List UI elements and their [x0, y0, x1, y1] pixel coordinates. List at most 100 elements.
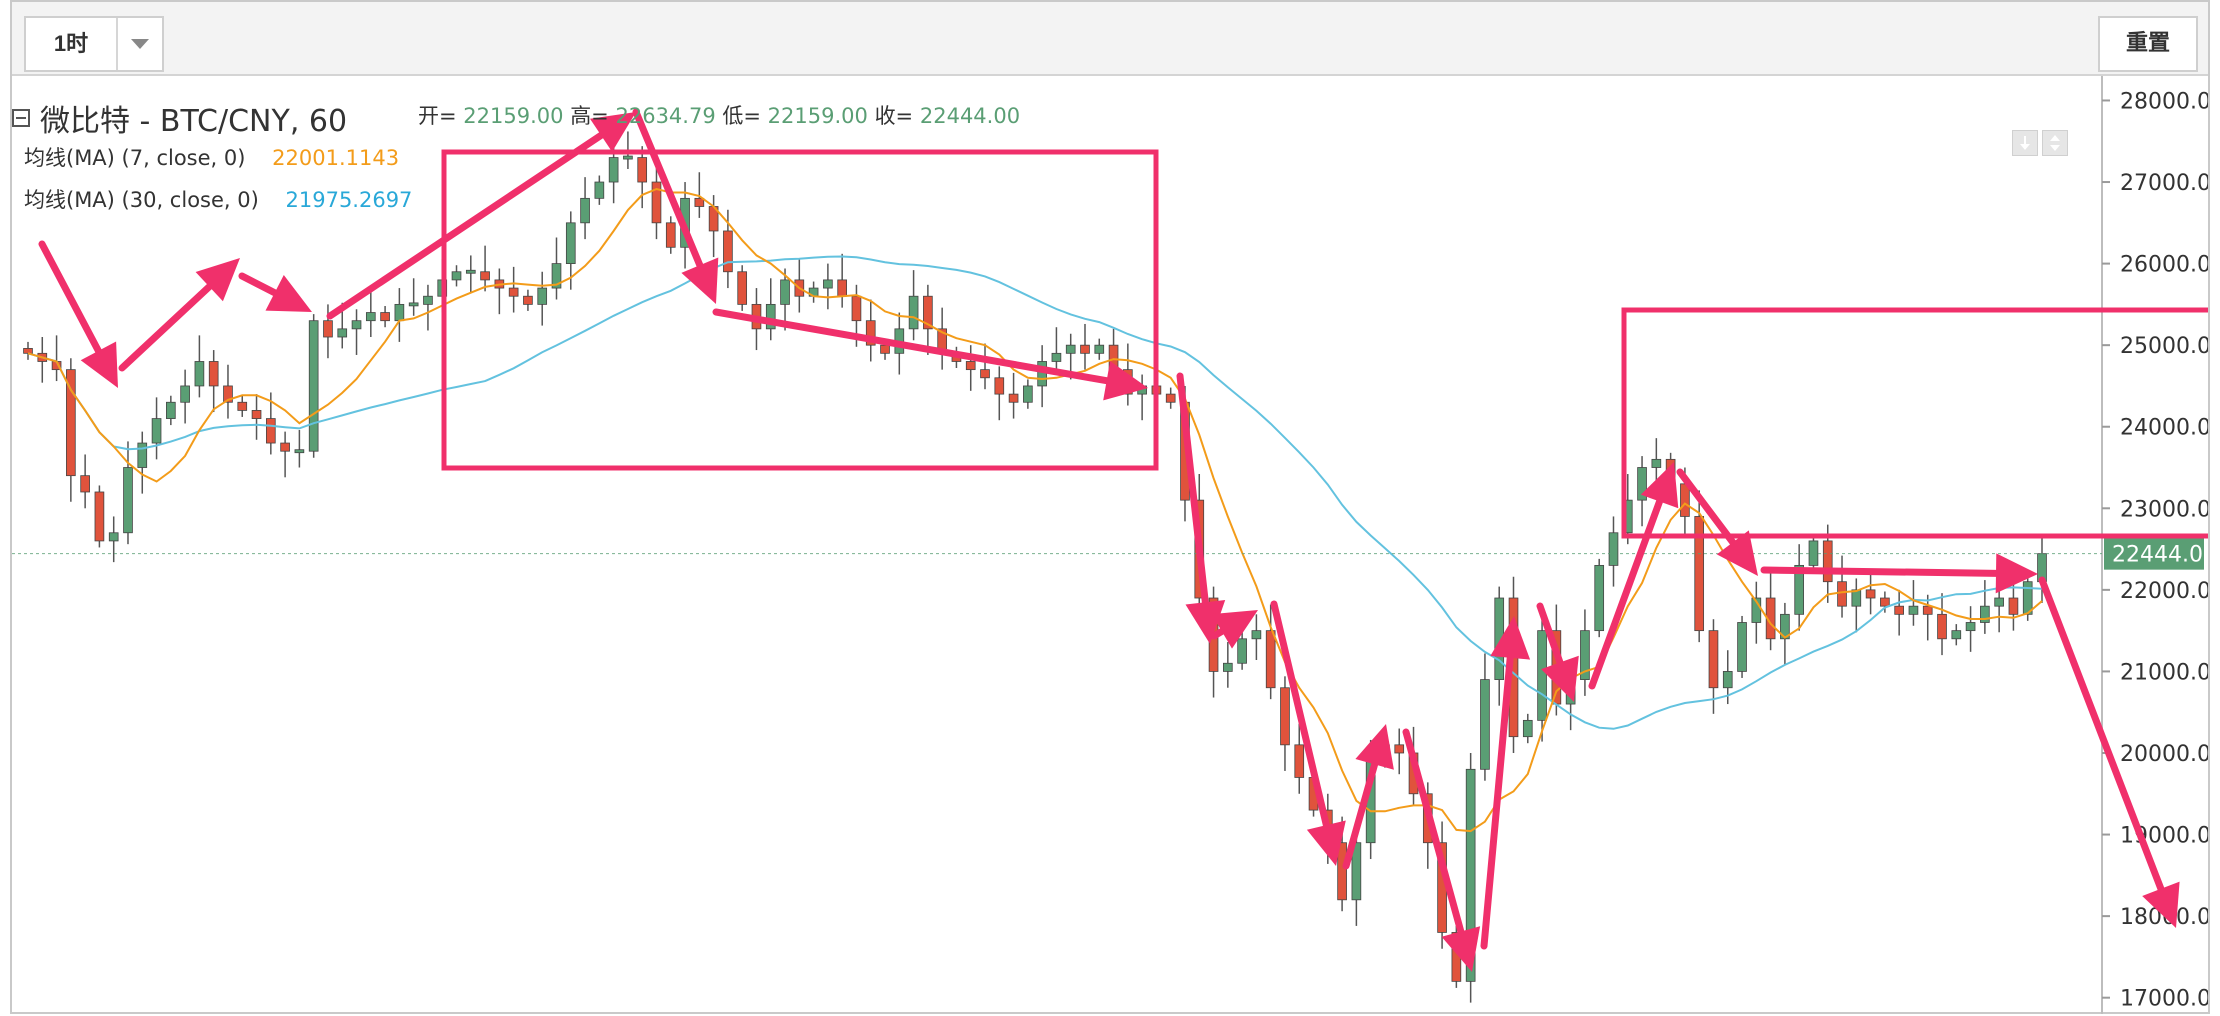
y-tick-label: 27000.00	[2120, 171, 2208, 196]
annotation-arrowhead	[1441, 926, 1481, 972]
candle-body	[294, 449, 305, 454]
y-tick-label: 23000.00	[2120, 497, 2208, 522]
annotation-arrow	[632, 108, 704, 269]
annotation-arrow	[2038, 576, 2165, 893]
annotation-arrowhead	[265, 275, 312, 312]
y-tick-label: 20000.00	[2120, 742, 2208, 767]
candle-body	[1251, 630, 1262, 640]
candle-body	[308, 320, 319, 452]
candle-body	[1637, 467, 1647, 501]
candle-body	[1351, 842, 1362, 901]
annotation-arrowhead	[1541, 655, 1579, 702]
annotation-arrow	[1342, 760, 1379, 870]
candle-body	[94, 491, 105, 542]
candle-body	[408, 302, 419, 307]
candle-body	[508, 287, 519, 297]
annotation-arrow	[1676, 468, 1737, 546]
ma7-value: 22001.1143	[272, 146, 400, 170]
annotation-arrow	[118, 283, 213, 372]
candle-body	[980, 369, 990, 379]
annotation-arrowhead	[1355, 724, 1394, 770]
candle-body	[1894, 605, 1904, 615]
chevron-down-icon[interactable]	[118, 18, 162, 70]
y-tick-label: 22000.00	[2120, 579, 2208, 604]
annotation-arrowhead	[80, 341, 118, 388]
candle-body	[1094, 344, 1105, 354]
candle-body	[1608, 532, 1619, 566]
candle-body	[1480, 679, 1490, 770]
candle-body	[851, 295, 862, 322]
candle-body	[1023, 385, 1033, 403]
candle-body	[123, 467, 133, 534]
y-tick-label: 21000.00	[2120, 660, 2208, 685]
candle-body	[180, 385, 190, 403]
candle-body	[1465, 768, 1476, 982]
interval-label[interactable]: 1时	[26, 18, 118, 70]
annotation-arrowhead	[681, 257, 719, 304]
legend-title: 微比特 - BTC/CNY, 60	[12, 96, 347, 140]
candlestick-chart[interactable]: 28000.00 27000.00 26000.00 25000.00 24000.00…	[12, 76, 2208, 1014]
candle-body	[1880, 597, 1890, 607]
annotations	[38, 108, 2208, 972]
candle-body	[608, 157, 619, 183]
open-label: 开=	[418, 104, 457, 128]
candle-body	[480, 271, 490, 281]
candle-body	[265, 418, 276, 444]
candle-body	[580, 197, 590, 224]
annotation-arrow	[1760, 566, 2000, 577]
candle-body	[166, 401, 176, 419]
interval-selector[interactable]: 1时	[24, 16, 164, 72]
candle-body	[880, 344, 890, 354]
y-tick-label: 17000.00	[2120, 987, 2208, 1012]
candle-body	[1394, 744, 1405, 754]
candle-body	[1937, 613, 1947, 640]
candle-body	[194, 361, 205, 387]
close-label: 收=	[874, 104, 914, 128]
candle-body	[1737, 622, 1747, 672]
candle-body	[137, 442, 148, 468]
candle-body	[765, 303, 776, 330]
annotation-box	[441, 149, 1159, 471]
ohlc-readout: 开= 22159.00 高= 22634.79 低= 22159.00 收= 2…	[418, 100, 1020, 130]
annotation-arrow	[712, 308, 1111, 385]
ma7-label: 均线(MA) (7, close, 0)	[24, 146, 246, 170]
candle-body	[323, 320, 333, 338]
candle-body	[623, 155, 633, 160]
candle-body	[1537, 630, 1547, 721]
annotation-arrowhead	[1716, 530, 1758, 576]
candle-body	[337, 328, 348, 338]
symbol-title: 微比特 - BTC/CNY, 60	[40, 104, 348, 139]
annotation-arrowhead	[195, 258, 240, 302]
candle-body	[1065, 344, 1076, 354]
y-tick-label: 24000.00	[2120, 416, 2208, 441]
scroll-down-icon[interactable]	[2012, 130, 2038, 156]
candle-body	[251, 410, 262, 419]
collapse-icon[interactable]	[12, 109, 30, 127]
candle-body	[1780, 613, 1790, 640]
ma30-legend: 均线(MA) (30, close, 0) 21975.2697	[24, 184, 412, 214]
candle-body	[1708, 630, 1719, 689]
low-value: 22159.00	[767, 104, 868, 128]
candle-body	[965, 361, 976, 371]
scroll-updown-icon[interactable]	[2042, 130, 2068, 156]
candle-body	[1237, 638, 1247, 664]
candle-body	[380, 312, 390, 322]
annotation-arrow	[238, 272, 279, 297]
candle-body	[1294, 744, 1305, 778]
y-tick-label: 19000.00	[2120, 824, 2208, 849]
reset-button[interactable]: 重置	[2098, 16, 2198, 72]
annotation-arrow	[1588, 497, 1664, 690]
candle-body	[1165, 393, 1176, 403]
candle-body	[594, 181, 605, 199]
candle-body	[994, 377, 1005, 395]
candle-body	[1680, 483, 1690, 517]
annotation-arrow	[1402, 728, 1465, 936]
candle-body	[1794, 564, 1805, 615]
candle-body	[551, 263, 562, 289]
annotation-arrowhead	[1640, 462, 1679, 509]
close-value: 22444.00	[919, 104, 1021, 128]
candle-body	[523, 295, 533, 305]
candle-body	[1694, 516, 1705, 632]
candle-body	[737, 271, 748, 305]
candle-body	[1051, 352, 1062, 362]
